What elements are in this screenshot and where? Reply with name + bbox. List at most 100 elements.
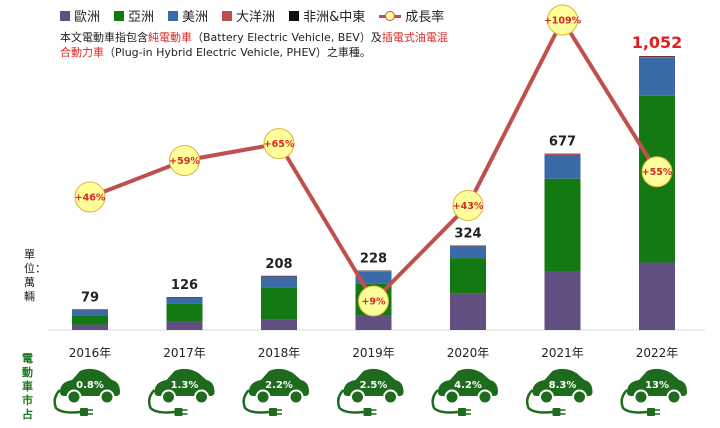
bar-segment-oceania [72, 309, 108, 311]
market-share-value: 8.3% [549, 380, 577, 391]
car-wheel [99, 389, 115, 405]
bar-segment-oceania [261, 276, 297, 277]
legend-item-oceania: 大洋洲 [222, 6, 275, 25]
car-wheel [539, 389, 554, 405]
car-body [249, 368, 309, 396]
x-tick-label: 2022年 [636, 346, 679, 360]
ev-car-icon: 2.2% [242, 368, 309, 416]
note-bev-highlight: 純電動車 [148, 31, 192, 44]
plug-icon [458, 408, 466, 416]
definition-note: 本文電動車指包含純電動車（Battery Electric Vehicle, B… [60, 30, 448, 60]
charging-cable [620, 389, 648, 414]
car-wheel [666, 389, 682, 405]
legend: 歐洲 亞洲 美洲 大洋洲 非洲&中東 成長率 [60, 6, 444, 25]
bar-total-label: 1,052 [632, 33, 683, 52]
market-share-value: 2.2% [265, 380, 293, 391]
note-text: （Plug-in Hybrid Electric Vehicle, PHEV）之… [104, 46, 371, 59]
x-tick-label: 2019年 [352, 346, 395, 360]
car-wheel [66, 389, 82, 405]
market-share-value: 4.2% [454, 380, 482, 391]
ev-car-icon: 4.2% [431, 368, 498, 416]
bar-segment-americas [261, 276, 297, 288]
x-tick-label: 2020年 [447, 346, 490, 360]
growth-rate-label: +9% [361, 297, 386, 308]
charging-cable [147, 389, 175, 414]
plug-icon [552, 408, 561, 416]
car-wheel [444, 389, 460, 405]
legend-item-europe: 歐洲 [60, 6, 100, 25]
bar-segment-africa-me [544, 153, 581, 155]
legend-item-americas: 美洲 [168, 6, 208, 25]
market-share-value: 0.8% [76, 380, 104, 391]
growth-rate-marker [452, 189, 484, 221]
growth-rate-label: +55% [642, 167, 673, 178]
legend-label-africa-me: 非洲&中東 [303, 10, 366, 25]
legend-swatch-growth [379, 10, 402, 21]
growth-rate-label: +65% [264, 139, 295, 150]
bar-segment-africa-me [355, 270, 392, 272]
growth-rate-marker [169, 145, 200, 176]
bar-segment-europe [166, 321, 203, 330]
note-line-1: 本文電動車指包含純電動車（Battery Electric Vehicle, B… [60, 30, 448, 45]
legend-label-oceania: 大洋洲 [236, 10, 276, 25]
growth-rate-label: +109% [544, 16, 582, 27]
bar-total-label: 208 [265, 257, 292, 272]
bar-segment-americas [72, 309, 108, 316]
x-tick-label: 2021年 [541, 346, 584, 360]
market-share-value: 13% [645, 380, 669, 391]
plug-icon [647, 408, 655, 416]
legend-swatch-oceania [222, 10, 233, 21]
car-wheel [194, 389, 209, 405]
bar-total-label: 228 [360, 252, 387, 267]
legend-swatch-africa-me [289, 10, 300, 21]
ev-car-icon: 2.5% [336, 368, 404, 416]
bar-segment-oceania [639, 56, 675, 58]
car-body [154, 368, 215, 396]
legend-item-asia: 亞洲 [114, 6, 154, 25]
bar-segment-europe [261, 319, 297, 330]
bar-segment-europe [355, 315, 392, 330]
plug-icon [174, 408, 183, 416]
car-wheel [383, 389, 398, 405]
growth-rate-marker [358, 285, 389, 317]
bar-segment-europe [72, 324, 108, 330]
charging-cable [431, 389, 459, 414]
bar-segment-asia [72, 315, 108, 325]
bar-segment-americas [544, 154, 581, 179]
note-phev-highlight: 插電式油電混 [381, 31, 448, 44]
car-wheel [255, 389, 271, 405]
bar-segment-oceania [355, 271, 392, 272]
charging-cable [53, 389, 81, 414]
bar-segment-africa-me [450, 245, 486, 247]
ev-car-icon: 0.8% [53, 368, 120, 416]
car-body [627, 368, 687, 396]
charging-cable [336, 389, 364, 414]
bar-segment-asia [261, 287, 297, 320]
car-body [60, 368, 120, 396]
bar-segment-oceania [166, 297, 203, 298]
bar-segment-africa-me [261, 275, 297, 277]
car-wheel [477, 389, 493, 405]
legend-swatch-europe [60, 10, 70, 21]
car-wheel [288, 389, 304, 405]
bar-segment-asia [544, 178, 581, 272]
growth-rate-marker [74, 181, 106, 213]
bar-segment-americas [166, 297, 203, 304]
bar-segment-europe [639, 262, 675, 330]
note-text: （Battery Electric Vehicle, BEV）及 [192, 31, 382, 44]
bar-segment-africa-me [166, 297, 203, 298]
market-share-value: 1.3% [171, 380, 199, 391]
bar-segment-africa-me [72, 309, 108, 310]
ev-car-icon: 1.3% [147, 368, 215, 416]
bar-segment-asia [166, 303, 203, 322]
plug-icon [80, 408, 88, 416]
bar-total-label: 677 [549, 135, 576, 150]
bar-segment-oceania [544, 154, 581, 155]
car-wheel [633, 389, 649, 405]
legend-swatch-asia [114, 10, 125, 21]
market-share-label: 電動車市占 [22, 352, 33, 421]
plug-icon [363, 408, 372, 416]
bar-total-label: 126 [171, 278, 198, 293]
bar-segment-americas [639, 57, 675, 96]
